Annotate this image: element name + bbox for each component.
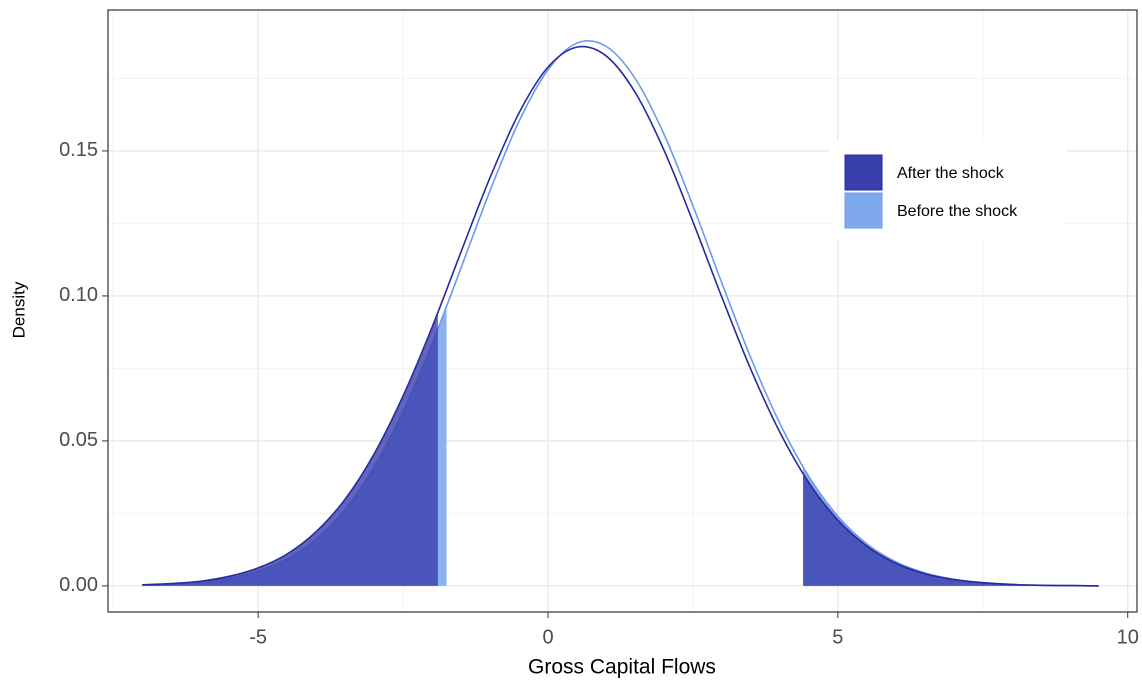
x-tick-label: -5 [249, 626, 267, 648]
plot-background [108, 10, 1137, 612]
x-axis-label: Gross Capital Flows [528, 656, 716, 679]
y-axis-label: Density [9, 281, 28, 338]
x-tick-label: 5 [832, 626, 843, 648]
legend-label: Before the shock [897, 203, 1018, 220]
legend-key [844, 154, 883, 191]
x-tick-label: 0 [542, 626, 553, 648]
grid [108, 10, 1137, 612]
legend-key [844, 192, 883, 229]
y-tick-label: 0.15 [59, 139, 98, 161]
panel-border [107, 9, 1138, 613]
legend: After the shock Before the shock [830, 140, 1066, 240]
legend-label: After the shock [897, 165, 1005, 182]
y-tick-label: 0.10 [59, 284, 98, 306]
density-line [142, 45, 1099, 587]
y-tick-label: 0.00 [59, 574, 98, 596]
x-tick-label: 10 [1117, 626, 1139, 648]
y-tick-label: 0.05 [59, 429, 98, 451]
